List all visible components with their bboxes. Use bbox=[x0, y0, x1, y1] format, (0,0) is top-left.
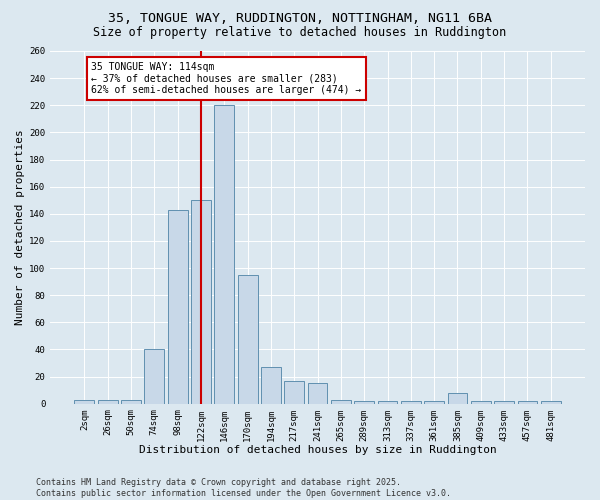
Text: 35 TONGUE WAY: 114sqm
← 37% of detached houses are smaller (283)
62% of semi-det: 35 TONGUE WAY: 114sqm ← 37% of detached … bbox=[91, 62, 362, 95]
Bar bbox=[424, 401, 444, 404]
Bar bbox=[448, 393, 467, 404]
Bar bbox=[145, 350, 164, 404]
Bar bbox=[377, 401, 397, 404]
Bar bbox=[541, 401, 560, 404]
Bar bbox=[98, 400, 118, 404]
Bar bbox=[191, 200, 211, 404]
Text: Size of property relative to detached houses in Ruddington: Size of property relative to detached ho… bbox=[94, 26, 506, 39]
Bar bbox=[401, 401, 421, 404]
Bar bbox=[261, 367, 281, 404]
Bar bbox=[471, 401, 491, 404]
Y-axis label: Number of detached properties: Number of detached properties bbox=[15, 130, 25, 325]
Bar bbox=[308, 384, 328, 404]
Bar bbox=[238, 275, 257, 404]
Bar bbox=[214, 106, 234, 404]
Text: 35, TONGUE WAY, RUDDINGTON, NOTTINGHAM, NG11 6BA: 35, TONGUE WAY, RUDDINGTON, NOTTINGHAM, … bbox=[108, 12, 492, 26]
X-axis label: Distribution of detached houses by size in Ruddington: Distribution of detached houses by size … bbox=[139, 445, 496, 455]
Bar bbox=[518, 401, 538, 404]
Bar bbox=[121, 400, 141, 404]
Text: Contains HM Land Registry data © Crown copyright and database right 2025.
Contai: Contains HM Land Registry data © Crown c… bbox=[36, 478, 451, 498]
Bar bbox=[74, 400, 94, 404]
Bar bbox=[355, 401, 374, 404]
Bar bbox=[494, 401, 514, 404]
Bar bbox=[168, 210, 188, 404]
Bar bbox=[284, 380, 304, 404]
Bar bbox=[331, 400, 351, 404]
